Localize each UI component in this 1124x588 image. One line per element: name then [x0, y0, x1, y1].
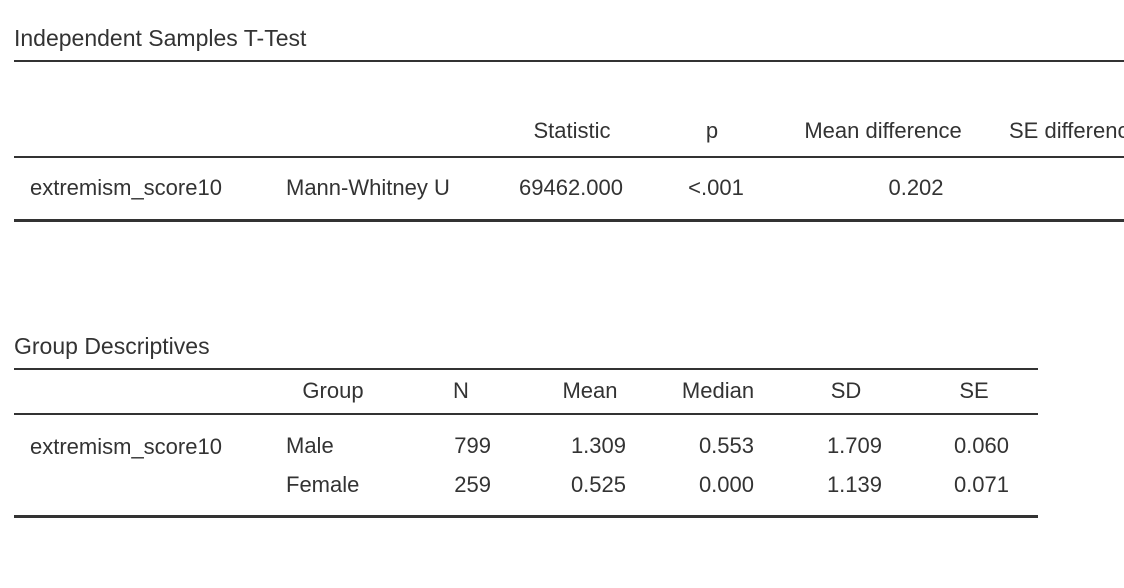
table-cell: Female [286, 472, 360, 497]
column-header: p [705, 118, 719, 143]
rule [14, 219, 1124, 222]
column-header: N [453, 378, 469, 403]
column-header: Mean [562, 378, 618, 403]
table-cell: 69462.000 [519, 175, 623, 200]
column-header: SE difference [1009, 118, 1124, 143]
table-cell: 0.060 [953, 433, 1009, 458]
rule [14, 60, 1124, 62]
column-header: SE [959, 378, 989, 403]
rule [14, 515, 1038, 518]
column-header: Statistic [533, 118, 611, 143]
rule [14, 368, 1038, 370]
table-cell: 0.071 [953, 472, 1009, 497]
table-title: Group Descriptives [14, 333, 210, 359]
table-cell: Mann-Whitney U [286, 175, 450, 200]
table-cell: 1.139 [826, 472, 882, 497]
table-cell: extremism_score10 [30, 175, 222, 200]
table-cell: 259 [454, 472, 491, 497]
column-header: Mean difference [804, 118, 962, 143]
column-header: Median [681, 378, 755, 403]
table-cell: 1.709 [826, 433, 882, 458]
table-title: Independent Samples T-Test [14, 25, 307, 51]
table-cell: 1.309 [570, 433, 626, 458]
table-cell: 0.202 [888, 175, 944, 200]
table-cell: 799 [454, 433, 491, 458]
column-header: SD [830, 378, 862, 403]
table-cell: <.001 [688, 175, 744, 200]
column-header: Group [302, 378, 364, 403]
rule [14, 413, 1038, 415]
table-cell: 0.000 [698, 472, 754, 497]
table-cell: 0.553 [698, 433, 754, 458]
table-cell: Male [286, 433, 334, 458]
rule [14, 156, 1124, 158]
table-cell: 0.525 [570, 472, 626, 497]
table-cell: extremism_score10 [30, 434, 222, 459]
